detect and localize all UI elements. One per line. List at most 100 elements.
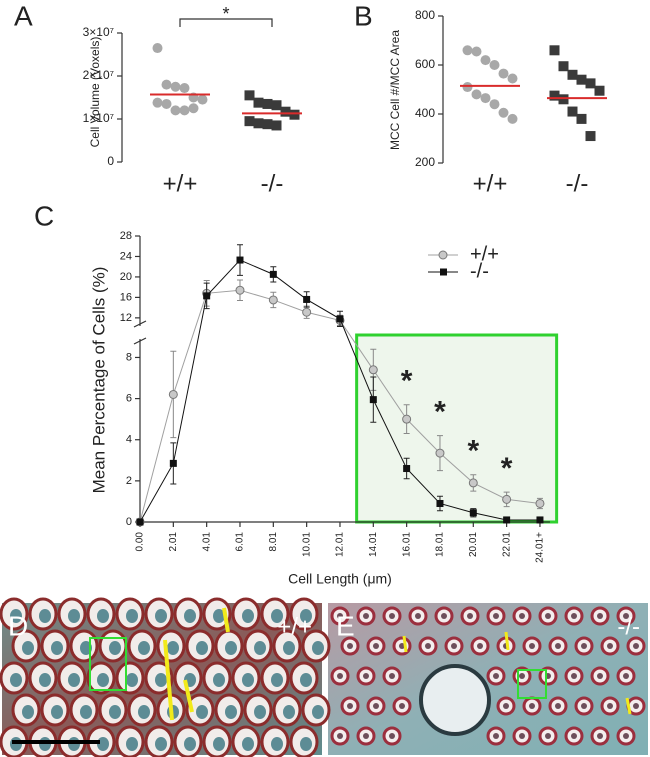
nucleus — [271, 737, 283, 751]
data-point — [152, 97, 163, 108]
nucleus — [493, 733, 499, 739]
length-marker — [163, 639, 174, 721]
vessel — [419, 664, 491, 736]
nucleus — [155, 609, 167, 623]
nucleus — [519, 613, 525, 619]
x-tick-label: +/+ — [473, 170, 508, 197]
data-point — [271, 100, 282, 111]
data-point — [502, 494, 512, 504]
highlight-box — [89, 637, 127, 691]
nucleus — [337, 673, 343, 679]
data-point — [197, 94, 208, 105]
data-point — [498, 68, 509, 79]
nucleus — [39, 673, 51, 687]
nucleus — [545, 613, 551, 619]
nucleus — [254, 705, 266, 719]
nucleus — [347, 643, 353, 649]
data-point — [168, 389, 178, 399]
nucleus — [10, 609, 22, 623]
panel-label: C — [34, 200, 54, 231]
data-point — [269, 270, 277, 278]
nucleus — [363, 673, 369, 679]
legend-label: -/- — [470, 260, 489, 282]
data-point — [268, 295, 278, 305]
nucleus — [10, 673, 22, 687]
nucleus — [167, 641, 179, 655]
nucleus — [337, 733, 343, 739]
nucleus — [503, 703, 509, 709]
nucleus — [242, 609, 254, 623]
highlight-box — [517, 669, 547, 699]
data-point — [594, 85, 605, 96]
nucleus — [225, 641, 237, 655]
data-point — [403, 465, 411, 473]
nucleus — [519, 733, 525, 739]
nucleus — [242, 737, 254, 751]
length-marker — [183, 679, 194, 713]
nucleus — [623, 673, 629, 679]
genotype-label: -/- — [617, 613, 640, 640]
nucleus — [213, 673, 225, 687]
nucleus — [441, 613, 447, 619]
data-point — [567, 106, 578, 117]
nucleus — [184, 737, 196, 751]
data-point — [558, 61, 569, 72]
significance-mark: * — [401, 365, 413, 398]
axis-break — [133, 320, 147, 328]
nucleus — [597, 613, 603, 619]
y-axis-title: Mean Percentage of Cells (%) — [89, 267, 108, 494]
data-point — [179, 105, 190, 116]
significance-bracket — [179, 18, 273, 27]
data-point — [179, 83, 190, 94]
nucleus — [555, 643, 561, 649]
nucleus — [126, 673, 138, 687]
nucleus — [213, 609, 225, 623]
nucleus — [254, 641, 266, 655]
nucleus — [283, 705, 295, 719]
data-point — [236, 256, 244, 264]
nucleus — [155, 737, 167, 751]
nucleus — [373, 703, 379, 709]
data-point — [170, 105, 181, 116]
data-point — [253, 97, 264, 108]
x-axis-title: Cell Length (μm) — [288, 571, 392, 587]
nucleus — [581, 703, 587, 709]
nucleus — [467, 613, 473, 619]
y-tick-label: 28 — [120, 230, 132, 242]
x-tick-label: 18.01 — [435, 532, 446, 557]
x-tick-label: +/+ — [163, 170, 198, 197]
data-point — [468, 478, 478, 488]
nucleus — [425, 643, 431, 649]
nucleus — [581, 643, 587, 649]
genotype-label: +/+ — [277, 613, 312, 640]
x-tick-label: 8.01 — [268, 532, 279, 552]
nucleus — [389, 733, 395, 739]
data-point — [152, 43, 163, 54]
nucleus — [399, 643, 405, 649]
data-point — [469, 509, 477, 517]
nucleus — [109, 705, 121, 719]
data-point — [585, 78, 596, 89]
nucleus — [529, 703, 535, 709]
y-tick-label: 0 — [107, 154, 114, 168]
nucleus — [196, 705, 208, 719]
nucleus — [138, 641, 150, 655]
data-point — [244, 90, 255, 101]
nucleus — [225, 705, 237, 719]
panel-label: D — [8, 610, 28, 641]
data-point — [489, 60, 500, 70]
nucleus — [271, 673, 283, 687]
nucleus — [39, 609, 51, 623]
nucleus — [97, 673, 109, 687]
data-point — [289, 109, 300, 120]
y-axis-title: MCC Cell #/MCC Area — [388, 30, 402, 150]
nucleus — [138, 705, 150, 719]
data-point — [271, 120, 282, 131]
data-point — [253, 118, 264, 129]
nucleus — [68, 609, 80, 623]
nucleus — [545, 733, 551, 739]
nucleus — [97, 609, 109, 623]
y-tick-label: 200 — [415, 155, 435, 169]
nucleus — [477, 643, 483, 649]
data-point — [170, 81, 181, 92]
